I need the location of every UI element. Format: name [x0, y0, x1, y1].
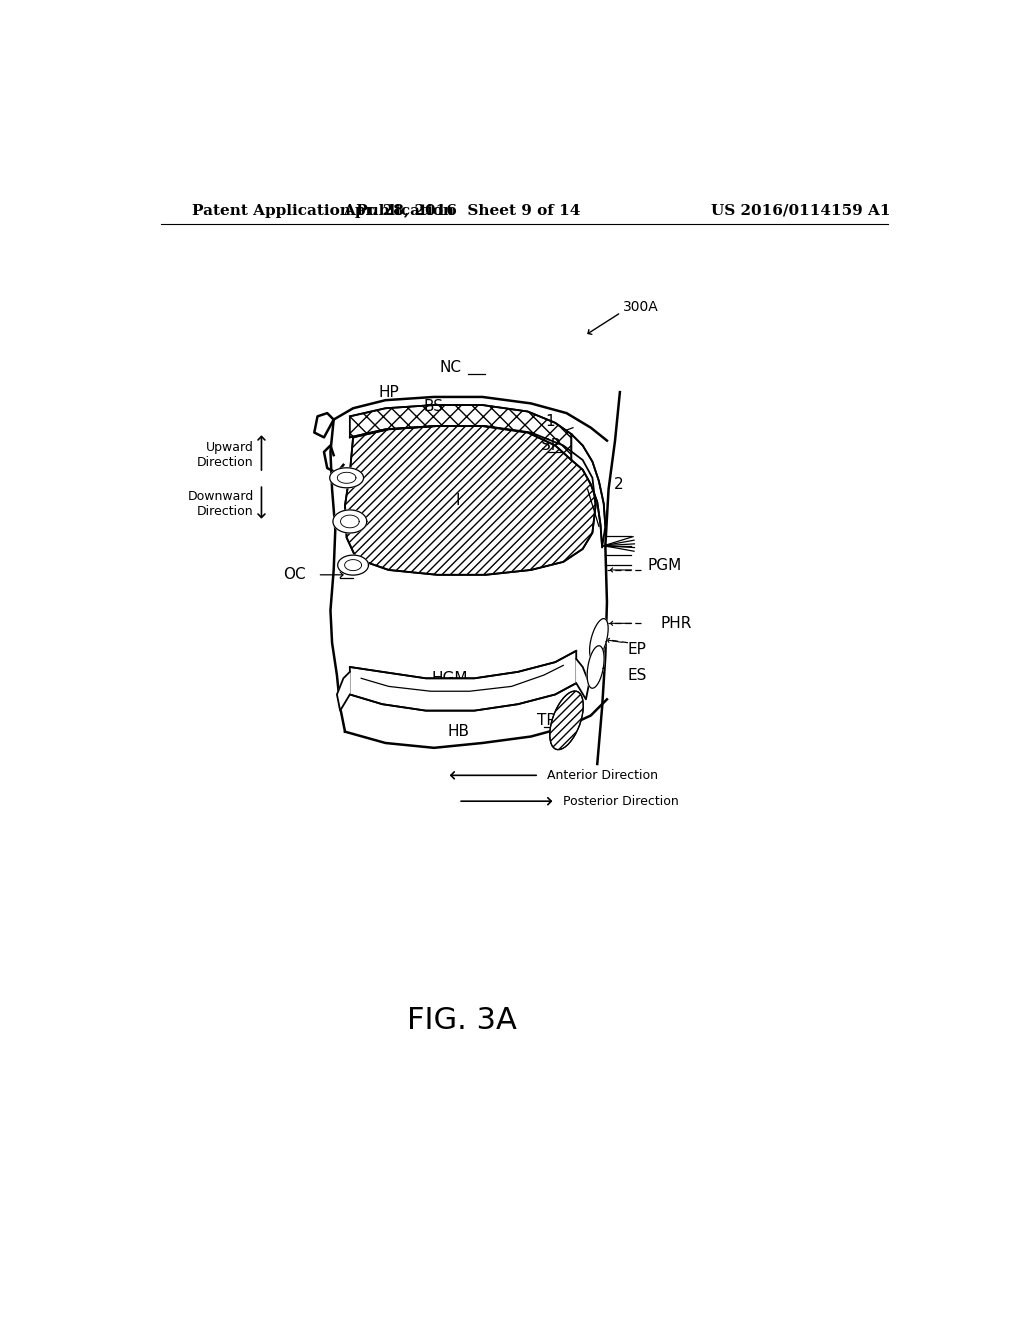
- Polygon shape: [571, 434, 605, 548]
- Polygon shape: [350, 651, 577, 710]
- Text: HGM: HGM: [432, 671, 468, 686]
- Polygon shape: [337, 672, 350, 710]
- Polygon shape: [587, 645, 604, 688]
- Text: I: I: [456, 492, 461, 508]
- Text: FIG. 3A: FIG. 3A: [407, 1006, 516, 1035]
- Polygon shape: [590, 619, 608, 660]
- Text: BS: BS: [424, 399, 444, 414]
- Text: Upward
Direction: Upward Direction: [198, 441, 254, 469]
- Text: SP: SP: [541, 438, 560, 453]
- Text: Patent Application Publication: Patent Application Publication: [193, 203, 455, 218]
- Text: Downward
Direction: Downward Direction: [187, 490, 254, 517]
- Text: 300A: 300A: [624, 300, 659, 314]
- Text: US 2016/0114159 A1: US 2016/0114159 A1: [711, 203, 890, 218]
- Polygon shape: [330, 467, 364, 488]
- Text: Anterior Direction: Anterior Direction: [547, 768, 658, 781]
- Text: Apr. 28, 2016  Sheet 9 of 14: Apr. 28, 2016 Sheet 9 of 14: [343, 203, 581, 218]
- Text: PHR: PHR: [660, 616, 691, 631]
- Text: HB: HB: [447, 725, 469, 739]
- Text: NC: NC: [439, 360, 461, 375]
- Polygon shape: [345, 426, 596, 574]
- Text: ES: ES: [628, 668, 647, 682]
- Polygon shape: [333, 510, 367, 533]
- Text: 2: 2: [613, 477, 623, 492]
- Polygon shape: [550, 692, 584, 750]
- Text: OC: OC: [284, 568, 306, 582]
- Text: TR: TR: [538, 713, 557, 727]
- Text: PGM: PGM: [647, 557, 682, 573]
- Text: 1: 1: [546, 413, 555, 429]
- Text: HP: HP: [378, 384, 399, 400]
- Text: EP: EP: [628, 642, 647, 656]
- Polygon shape: [338, 556, 369, 576]
- Polygon shape: [350, 405, 571, 459]
- Polygon shape: [577, 659, 589, 700]
- Text: Posterior Direction: Posterior Direction: [563, 795, 679, 808]
